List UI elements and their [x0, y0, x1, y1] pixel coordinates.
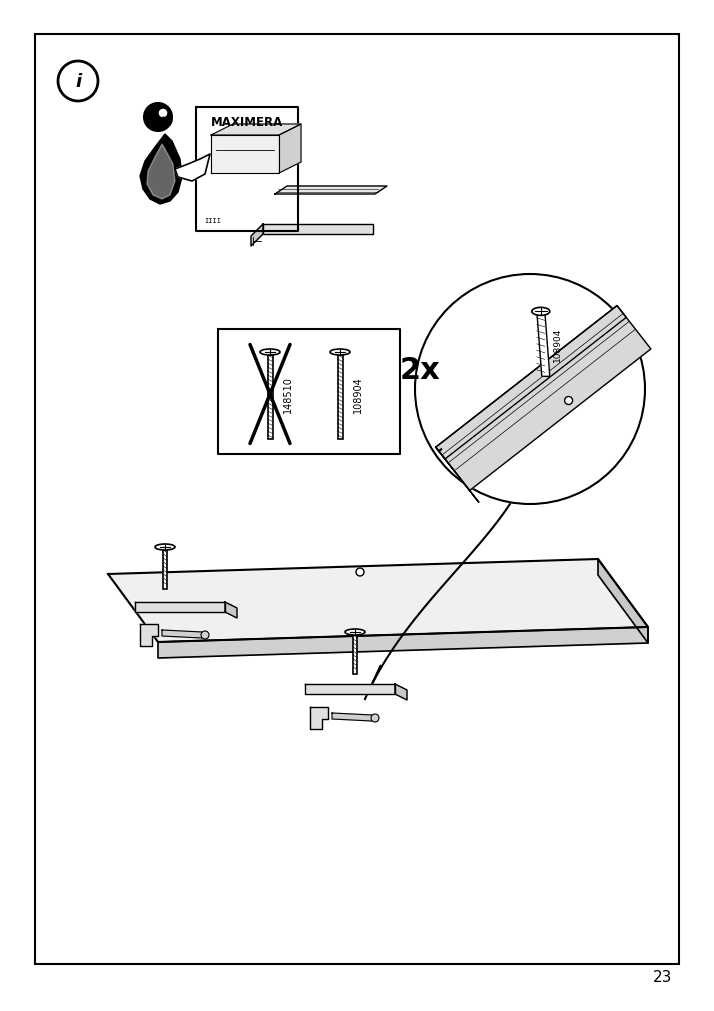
- Polygon shape: [211, 135, 279, 174]
- Ellipse shape: [260, 350, 280, 356]
- Bar: [353, 635, 357, 674]
- Text: 108904: 108904: [353, 376, 363, 412]
- Circle shape: [58, 62, 98, 102]
- Text: MAXIMERA: MAXIMERA: [211, 115, 283, 128]
- Text: 23: 23: [653, 969, 672, 984]
- Polygon shape: [598, 559, 648, 643]
- Text: 2x: 2x: [400, 355, 441, 384]
- Bar: [268, 356, 273, 440]
- Polygon shape: [225, 603, 237, 619]
- Text: 108904: 108904: [553, 328, 562, 362]
- Polygon shape: [147, 145, 175, 200]
- Polygon shape: [140, 625, 158, 646]
- Circle shape: [201, 632, 209, 639]
- Polygon shape: [108, 559, 648, 642]
- Polygon shape: [196, 108, 298, 232]
- Polygon shape: [162, 631, 202, 638]
- Circle shape: [415, 275, 645, 504]
- Polygon shape: [279, 125, 301, 174]
- Polygon shape: [436, 306, 626, 460]
- Circle shape: [565, 397, 573, 405]
- Polygon shape: [436, 448, 479, 502]
- Polygon shape: [305, 684, 395, 695]
- Polygon shape: [395, 684, 407, 701]
- Polygon shape: [163, 118, 172, 126]
- Circle shape: [371, 715, 379, 722]
- Polygon shape: [251, 224, 263, 247]
- Ellipse shape: [345, 630, 365, 635]
- Ellipse shape: [532, 308, 550, 316]
- Circle shape: [158, 109, 168, 119]
- Polygon shape: [436, 306, 651, 491]
- Polygon shape: [310, 708, 328, 729]
- Polygon shape: [537, 312, 550, 377]
- Polygon shape: [140, 134, 182, 205]
- Text: 148510: 148510: [283, 376, 293, 413]
- Polygon shape: [135, 603, 225, 613]
- Polygon shape: [263, 224, 373, 235]
- Polygon shape: [211, 125, 301, 135]
- Polygon shape: [275, 187, 387, 195]
- Ellipse shape: [155, 545, 175, 550]
- Bar: [338, 356, 343, 440]
- Polygon shape: [175, 155, 210, 182]
- Polygon shape: [218, 330, 400, 455]
- Text: IIII: IIII: [204, 217, 221, 223]
- Circle shape: [144, 104, 172, 131]
- Polygon shape: [332, 714, 372, 721]
- Circle shape: [356, 568, 364, 576]
- Text: i: i: [75, 73, 81, 91]
- Bar: [163, 550, 167, 589]
- Polygon shape: [158, 628, 648, 658]
- Ellipse shape: [330, 350, 350, 356]
